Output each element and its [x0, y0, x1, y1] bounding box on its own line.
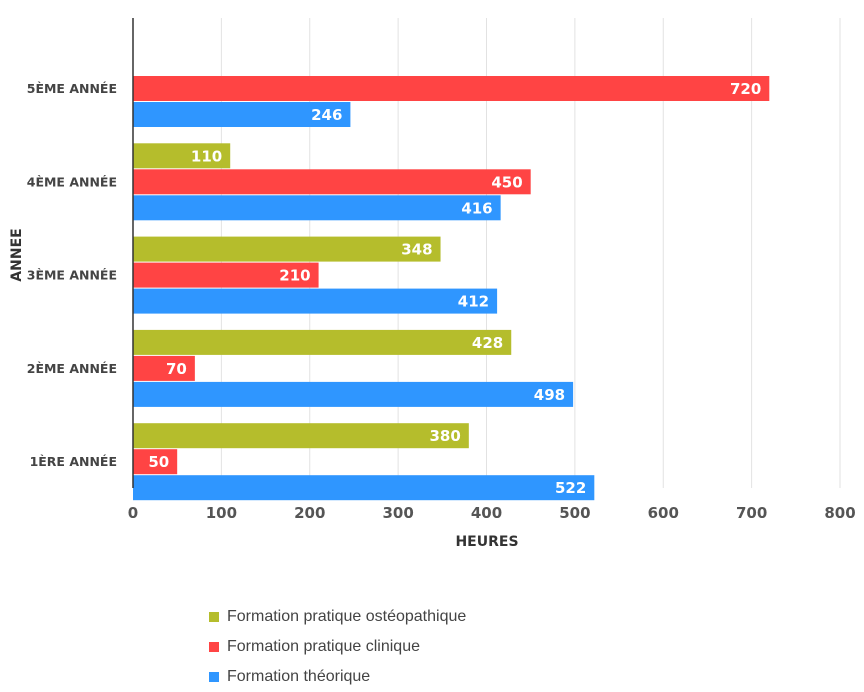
- y-axis-title: ANNEE: [9, 228, 25, 281]
- x-tick-label: 200: [294, 504, 325, 522]
- legend: Formation pratique ostéopathique Formati…: [209, 602, 466, 692]
- legend-swatch: [209, 672, 219, 682]
- x-tick-label: 300: [382, 504, 413, 522]
- legend-label: Formation pratique clinique: [227, 638, 420, 655]
- y-tick-labels: 5ÈME ANNÉE 4ÈME ANNÉE 3ÈME ANNÉE 2ÈME ANNÉE…: [27, 81, 117, 469]
- data-label: 50: [148, 453, 169, 471]
- bar: [133, 355, 195, 381]
- x-tick-label: 100: [206, 504, 237, 522]
- data-label: 210: [279, 267, 310, 285]
- legend-item-osteopathique: Formation pratique ostéopathique: [209, 602, 466, 632]
- bar: [133, 195, 501, 221]
- legend-swatch: [209, 612, 219, 622]
- x-tick-labels: 0 100 200 300 400 500 600 700 800: [128, 504, 856, 522]
- y-tick-label: 2ÈME ANNÉE: [27, 361, 117, 376]
- bar: [133, 423, 469, 449]
- x-tick-label: 400: [471, 504, 502, 522]
- bar-chart: 720 246 110 450 416 348 210 412 428 70 498 380 50 522…: [9, 18, 856, 550]
- x-tick-label: 800: [824, 504, 855, 522]
- x-tick-label: 700: [736, 504, 767, 522]
- data-label: 348: [401, 241, 432, 259]
- y-tick-label: 3ÈME ANNÉE: [27, 268, 117, 283]
- data-labels: 720 246 110 450 416 348 210 412 428 70 498 380 50 522: [148, 80, 761, 497]
- bar: [133, 236, 441, 262]
- y-tick-label: 5ÈME ANNÉE: [27, 81, 117, 96]
- bars: [133, 76, 770, 501]
- legend-label: Formation théorique: [227, 668, 371, 685]
- data-label: 450: [491, 173, 522, 191]
- x-tick-label: 600: [648, 504, 679, 522]
- data-label: 70: [166, 360, 187, 378]
- x-tick-label: 0: [128, 504, 138, 522]
- data-label: 428: [472, 334, 503, 352]
- y-tick-label: 4ÈME ANNÉE: [27, 174, 117, 189]
- bar: [133, 329, 512, 355]
- bar: [133, 169, 531, 195]
- legend-item-clinique: Formation pratique clinique: [209, 632, 466, 662]
- data-label: 720: [730, 80, 761, 98]
- bar: [133, 381, 574, 407]
- bar: [133, 102, 351, 127]
- bar: [133, 288, 498, 314]
- bar: [133, 143, 231, 169]
- bar: [133, 449, 178, 475]
- data-label: 246: [311, 106, 342, 124]
- data-label: 380: [430, 427, 461, 445]
- bar: [133, 76, 770, 101]
- data-label: 498: [534, 386, 565, 404]
- data-label: 522: [555, 479, 586, 497]
- bar: [133, 262, 319, 288]
- x-tick-label: 500: [559, 504, 590, 522]
- bar: [133, 475, 595, 501]
- legend-swatch: [209, 642, 219, 652]
- data-label: 412: [458, 293, 489, 311]
- data-label: 416: [461, 199, 492, 217]
- data-label: 110: [191, 147, 222, 165]
- y-tick-label: 1ÈRE ANNÉE: [30, 454, 117, 469]
- legend-label: Formation pratique ostéopathique: [227, 608, 467, 625]
- x-axis-title: HEURES: [455, 534, 518, 550]
- legend-item-theorique: Formation théorique: [209, 662, 466, 692]
